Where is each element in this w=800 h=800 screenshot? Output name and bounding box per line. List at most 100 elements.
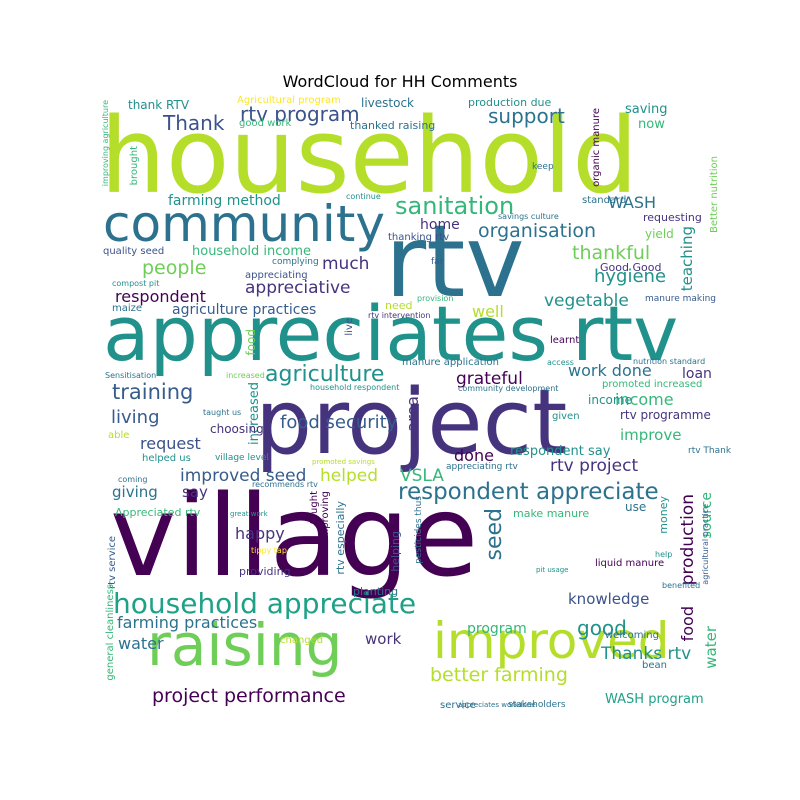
word-livestock: livestock	[361, 96, 414, 110]
word-thankful: thankful	[572, 242, 651, 264]
word-planting: planting	[353, 585, 399, 598]
word-farming-practices: farming practices	[117, 613, 258, 632]
word-work: work	[365, 630, 402, 648]
word-good-good: Good Good	[600, 261, 662, 274]
word-household: household	[100, 95, 639, 217]
word-rtv-intervention: rtv intervention	[368, 311, 431, 320]
word-rtv-programme: rtv programme	[620, 408, 711, 422]
word-benefited: benefited	[662, 581, 701, 590]
word-respondent-appreciate: respondent appreciate	[398, 479, 659, 505]
word-good-work: good work	[239, 118, 292, 129]
word-quality-seed: quality seed	[103, 246, 165, 257]
word-helping: helping	[389, 531, 402, 572]
word-maize: maize	[112, 303, 143, 314]
word-sensitisation: Sensitisation	[105, 371, 157, 380]
word-people: people	[142, 257, 207, 279]
word-great-work: great work	[230, 510, 268, 518]
word-organisation: organisation	[478, 220, 597, 242]
word-better-nutrition: Better nutrition	[709, 156, 720, 233]
word-project-performance: project performance	[152, 685, 346, 707]
word-vegetable: vegetable	[544, 291, 629, 311]
word-wash-program: WASH program	[605, 692, 704, 707]
word-taught-us: taught us	[203, 408, 242, 417]
word-keep: keep	[532, 162, 554, 172]
word-sanitation: sanitation	[395, 192, 515, 220]
word-given: given	[552, 411, 580, 422]
word-request: request	[140, 434, 201, 453]
word-food: food	[244, 329, 258, 356]
word-grateful: grateful	[456, 369, 523, 389]
word-access: access	[547, 358, 574, 367]
word-use: use	[625, 500, 647, 514]
word-village-level: village level	[215, 453, 269, 463]
word-water: water	[702, 626, 720, 669]
word-household-appreciate: household appreciate	[113, 587, 417, 620]
word-agricultural-program: Agricultural program	[237, 95, 341, 106]
word-cloud: household village rtv appreciates rtv projec…	[100, 95, 731, 711]
word-taught: taught	[309, 491, 320, 524]
word-appreciating-rtv: appreciating rtv	[446, 462, 518, 472]
word-nutrition-standard: nutrition standard	[633, 357, 706, 366]
word-stakeholders: stakeholders	[508, 700, 566, 710]
word-project: project	[255, 370, 568, 475]
word-production: production	[678, 494, 698, 586]
word-pesticides-thus: pesticides thus	[414, 496, 424, 564]
word-production-due: production due	[468, 96, 552, 109]
word-bean: bean	[642, 660, 667, 671]
word-done: done	[454, 446, 494, 465]
word-village: village	[110, 472, 479, 602]
word-rtv-project: rtv project	[550, 456, 639, 476]
word-improved-seed: improved seed	[180, 466, 307, 486]
word-changed: changed	[280, 635, 324, 646]
word-rtv-service: rtv service	[107, 536, 118, 589]
word-helped-us: helped us	[142, 453, 191, 464]
word-happy: happy	[235, 524, 285, 543]
chart-title: WordCloud for HH Comments	[282, 72, 518, 91]
word-program: program	[467, 621, 527, 637]
word-increased: increased	[226, 371, 265, 380]
word-community-development: community development	[458, 384, 559, 393]
word-pit-usage: pit usage	[536, 566, 569, 574]
word-loan: loan	[682, 366, 712, 382]
word-food: food	[678, 606, 697, 642]
word-savings-culture: savings culture	[498, 212, 559, 221]
word-work-done: work done	[568, 361, 652, 380]
word-thanks-rtv: Thanks rtv	[601, 644, 692, 664]
word-complying: complying	[272, 257, 319, 267]
word-support: support	[488, 104, 565, 128]
word-thus-improving: thus improving	[320, 491, 331, 567]
word-make-manure: make manure	[513, 507, 590, 520]
word-helped: helped	[320, 466, 378, 486]
word-food-security: food security	[280, 412, 398, 433]
word-say: say	[182, 483, 208, 501]
word-appreciates-rtv: appreciates rtv	[103, 289, 679, 378]
word-income: income	[615, 390, 674, 409]
word-farming-method: farming method	[168, 193, 281, 209]
word-respondent-say: respondent say	[510, 444, 611, 459]
word-home: home	[420, 217, 460, 233]
word-improving-agriculture: improving agriculture	[101, 100, 110, 187]
word-agriculture-practices: agriculture practices	[172, 302, 317, 318]
word-appreciating: appreciating	[245, 270, 308, 281]
word-organic-manure: organic manure	[591, 108, 602, 187]
word-giving: giving	[112, 483, 158, 501]
word-service: service	[440, 700, 476, 711]
word-liquid-manure: liquid manure	[595, 558, 665, 569]
word-continue: continue	[346, 192, 381, 201]
word-need: need	[385, 299, 413, 312]
word-appreciates-workdone: appreciates workdone	[458, 701, 536, 709]
word-learnt: learnt	[550, 335, 580, 346]
word-yield: yield	[645, 227, 674, 241]
word-rtv-especially: rtv especially	[334, 501, 347, 575]
word-coming: coming	[118, 475, 148, 484]
word-income: income	[588, 393, 632, 407]
word-household-respondent: household respondent	[310, 383, 400, 392]
word-good: good	[577, 616, 627, 640]
word-thanked-raising: thanked raising	[350, 119, 436, 132]
word-rtv: rtv	[385, 203, 525, 320]
word-agricultural-practice: agricultural practice	[701, 504, 710, 585]
word-wash: WASH	[608, 193, 657, 212]
word-living: living	[111, 407, 160, 428]
word-area: area	[403, 396, 422, 432]
word-improve: improve	[620, 426, 682, 444]
